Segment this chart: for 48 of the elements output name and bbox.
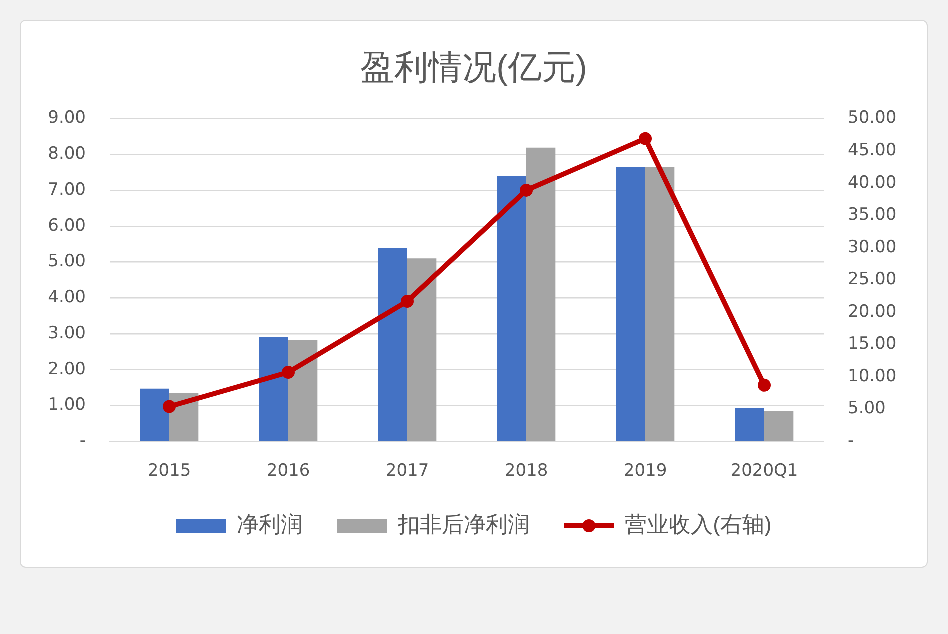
point	[282, 366, 295, 380]
legend-label: 营业收入(右轴)	[625, 512, 772, 538]
y2-tick-label: 50.00	[848, 108, 897, 128]
y2-tick-label: 30.00	[848, 237, 897, 258]
y2-tick-label: 15.00	[848, 334, 897, 354]
y2-tick-label: 35.00	[848, 205, 897, 226]
x-tick-label: 2016	[266, 461, 310, 482]
y-tick-label: 3.00	[48, 323, 86, 344]
y2-tick-label: 5.00	[848, 398, 886, 419]
point	[758, 378, 771, 392]
bar	[288, 340, 318, 441]
y-tick-label: 7.00	[48, 180, 86, 200]
y-tick-label: 2.00	[48, 359, 86, 380]
point	[520, 184, 533, 197]
x-tick-label: 2015	[148, 461, 192, 482]
y-tick-label: 8.00	[48, 144, 86, 164]
y2-tick-label: 20.00	[848, 302, 897, 322]
point	[163, 400, 176, 414]
bar	[616, 167, 646, 441]
y2-tick-label: 10.00	[848, 366, 897, 386]
y2-tick-label: -	[848, 431, 854, 452]
legend-label: 扣非后净利润	[397, 512, 530, 538]
x-tick-label: 2018	[504, 461, 548, 482]
bar	[646, 167, 675, 441]
point	[639, 132, 652, 146]
bar	[408, 258, 437, 441]
legend-label: 净利润	[237, 512, 304, 538]
y-tick-label: 5.00	[48, 252, 86, 272]
x-tick-label: 2017	[386, 461, 430, 482]
x-tick-label: 2019	[624, 461, 668, 482]
bar	[735, 408, 764, 441]
y2-tick-label: 40.00	[848, 172, 897, 193]
y-tick-label: 4.00	[48, 288, 86, 308]
y-tick-label: 1.00	[48, 395, 86, 416]
chart-title: 盈利情况(亿元)	[360, 48, 588, 87]
y2-tick-label: 45.00	[848, 140, 897, 160]
y-tick-label: 6.00	[48, 216, 86, 236]
y2-tick-label: 25.00	[848, 270, 897, 290]
x-tick-label: 2020Q1	[730, 461, 798, 482]
bar	[526, 148, 556, 441]
point	[401, 295, 414, 308]
bar	[140, 388, 170, 441]
y-tick-label: 9.00	[48, 108, 86, 128]
y-tick-label: -	[80, 431, 86, 452]
bar	[378, 248, 408, 441]
bar	[259, 337, 288, 441]
bar	[497, 176, 526, 441]
bar	[764, 411, 794, 441]
